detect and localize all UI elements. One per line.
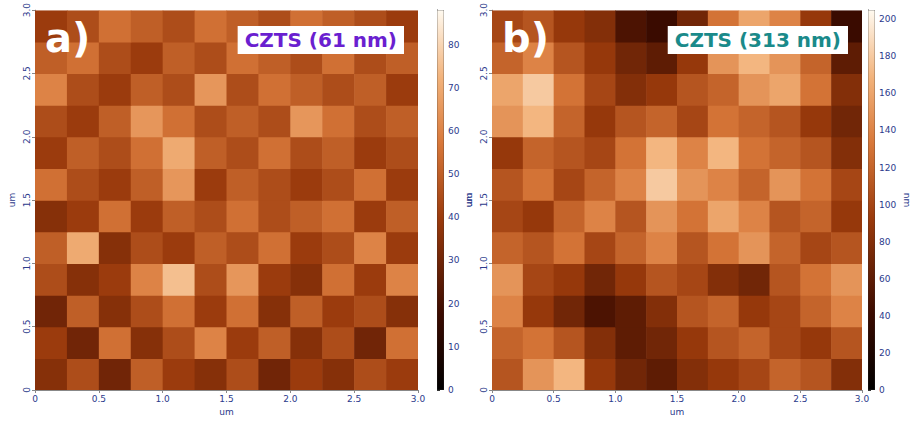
svg-text:200: 200	[879, 14, 896, 24]
svg-text:60: 60	[879, 274, 891, 284]
svg-text:60: 60	[448, 126, 460, 136]
svg-text:0.5: 0.5	[547, 394, 561, 404]
svg-text:180: 180	[879, 51, 896, 61]
svg-text:3.0: 3.0	[411, 394, 426, 404]
svg-text:70: 70	[448, 83, 460, 93]
svg-text:0: 0	[479, 387, 489, 393]
svg-text:10: 10	[448, 342, 460, 352]
svg-text:0: 0	[32, 394, 38, 404]
svg-text:0.5: 0.5	[479, 320, 489, 334]
svg-text:80: 80	[879, 237, 891, 247]
svg-text:30: 30	[448, 255, 460, 265]
svg-text:2.0: 2.0	[479, 129, 489, 144]
svg-text:160: 160	[879, 88, 896, 98]
svg-text:um: um	[464, 193, 474, 207]
svg-text:2.0: 2.0	[22, 129, 32, 144]
svg-text:3.0: 3.0	[22, 3, 32, 18]
svg-text:CZTS (61 nm): CZTS (61 nm)	[245, 28, 397, 52]
svg-text:1.5: 1.5	[670, 394, 684, 404]
svg-text:um: um	[219, 407, 233, 417]
svg-text:0: 0	[489, 394, 495, 404]
svg-text:0: 0	[22, 387, 32, 393]
svg-text:um: um	[670, 407, 684, 417]
svg-text:2.5: 2.5	[347, 394, 361, 404]
svg-text:2.0: 2.0	[283, 394, 298, 404]
svg-text:100: 100	[879, 200, 896, 210]
svg-text:0: 0	[879, 385, 885, 395]
svg-text:2.5: 2.5	[793, 394, 807, 404]
svg-text:nm: nm	[465, 193, 475, 207]
svg-text:1.5: 1.5	[479, 193, 489, 207]
svg-text:1.0: 1.0	[479, 256, 489, 271]
svg-text:40: 40	[448, 212, 460, 222]
svg-text:40: 40	[879, 311, 891, 321]
svg-text:20: 20	[879, 348, 891, 358]
svg-text:120: 120	[879, 163, 896, 173]
svg-text:3.0: 3.0	[855, 394, 870, 404]
svg-text:1.0: 1.0	[156, 394, 171, 404]
svg-text:0.5: 0.5	[92, 394, 106, 404]
svg-text:a): a)	[45, 15, 90, 61]
svg-text:1.5: 1.5	[219, 394, 233, 404]
svg-text:um: um	[7, 193, 17, 207]
svg-text:80: 80	[448, 40, 460, 50]
svg-text:3.0: 3.0	[479, 3, 489, 18]
svg-text:1.0: 1.0	[608, 394, 623, 404]
svg-text:140: 140	[879, 125, 896, 135]
svg-text:1.5: 1.5	[22, 193, 32, 207]
svg-text:2.5: 2.5	[22, 66, 32, 80]
svg-text:1.0: 1.0	[22, 256, 32, 271]
svg-text:b): b)	[502, 15, 549, 61]
svg-text:0.5: 0.5	[22, 320, 32, 334]
svg-text:nm: nm	[902, 193, 912, 207]
svg-text:50: 50	[448, 169, 460, 179]
svg-text:0: 0	[448, 385, 454, 395]
svg-text:CZTS (313 nm): CZTS (313 nm)	[675, 28, 841, 52]
svg-text:2.0: 2.0	[732, 394, 747, 404]
svg-text:2.5: 2.5	[479, 66, 489, 80]
svg-text:20: 20	[448, 299, 460, 309]
